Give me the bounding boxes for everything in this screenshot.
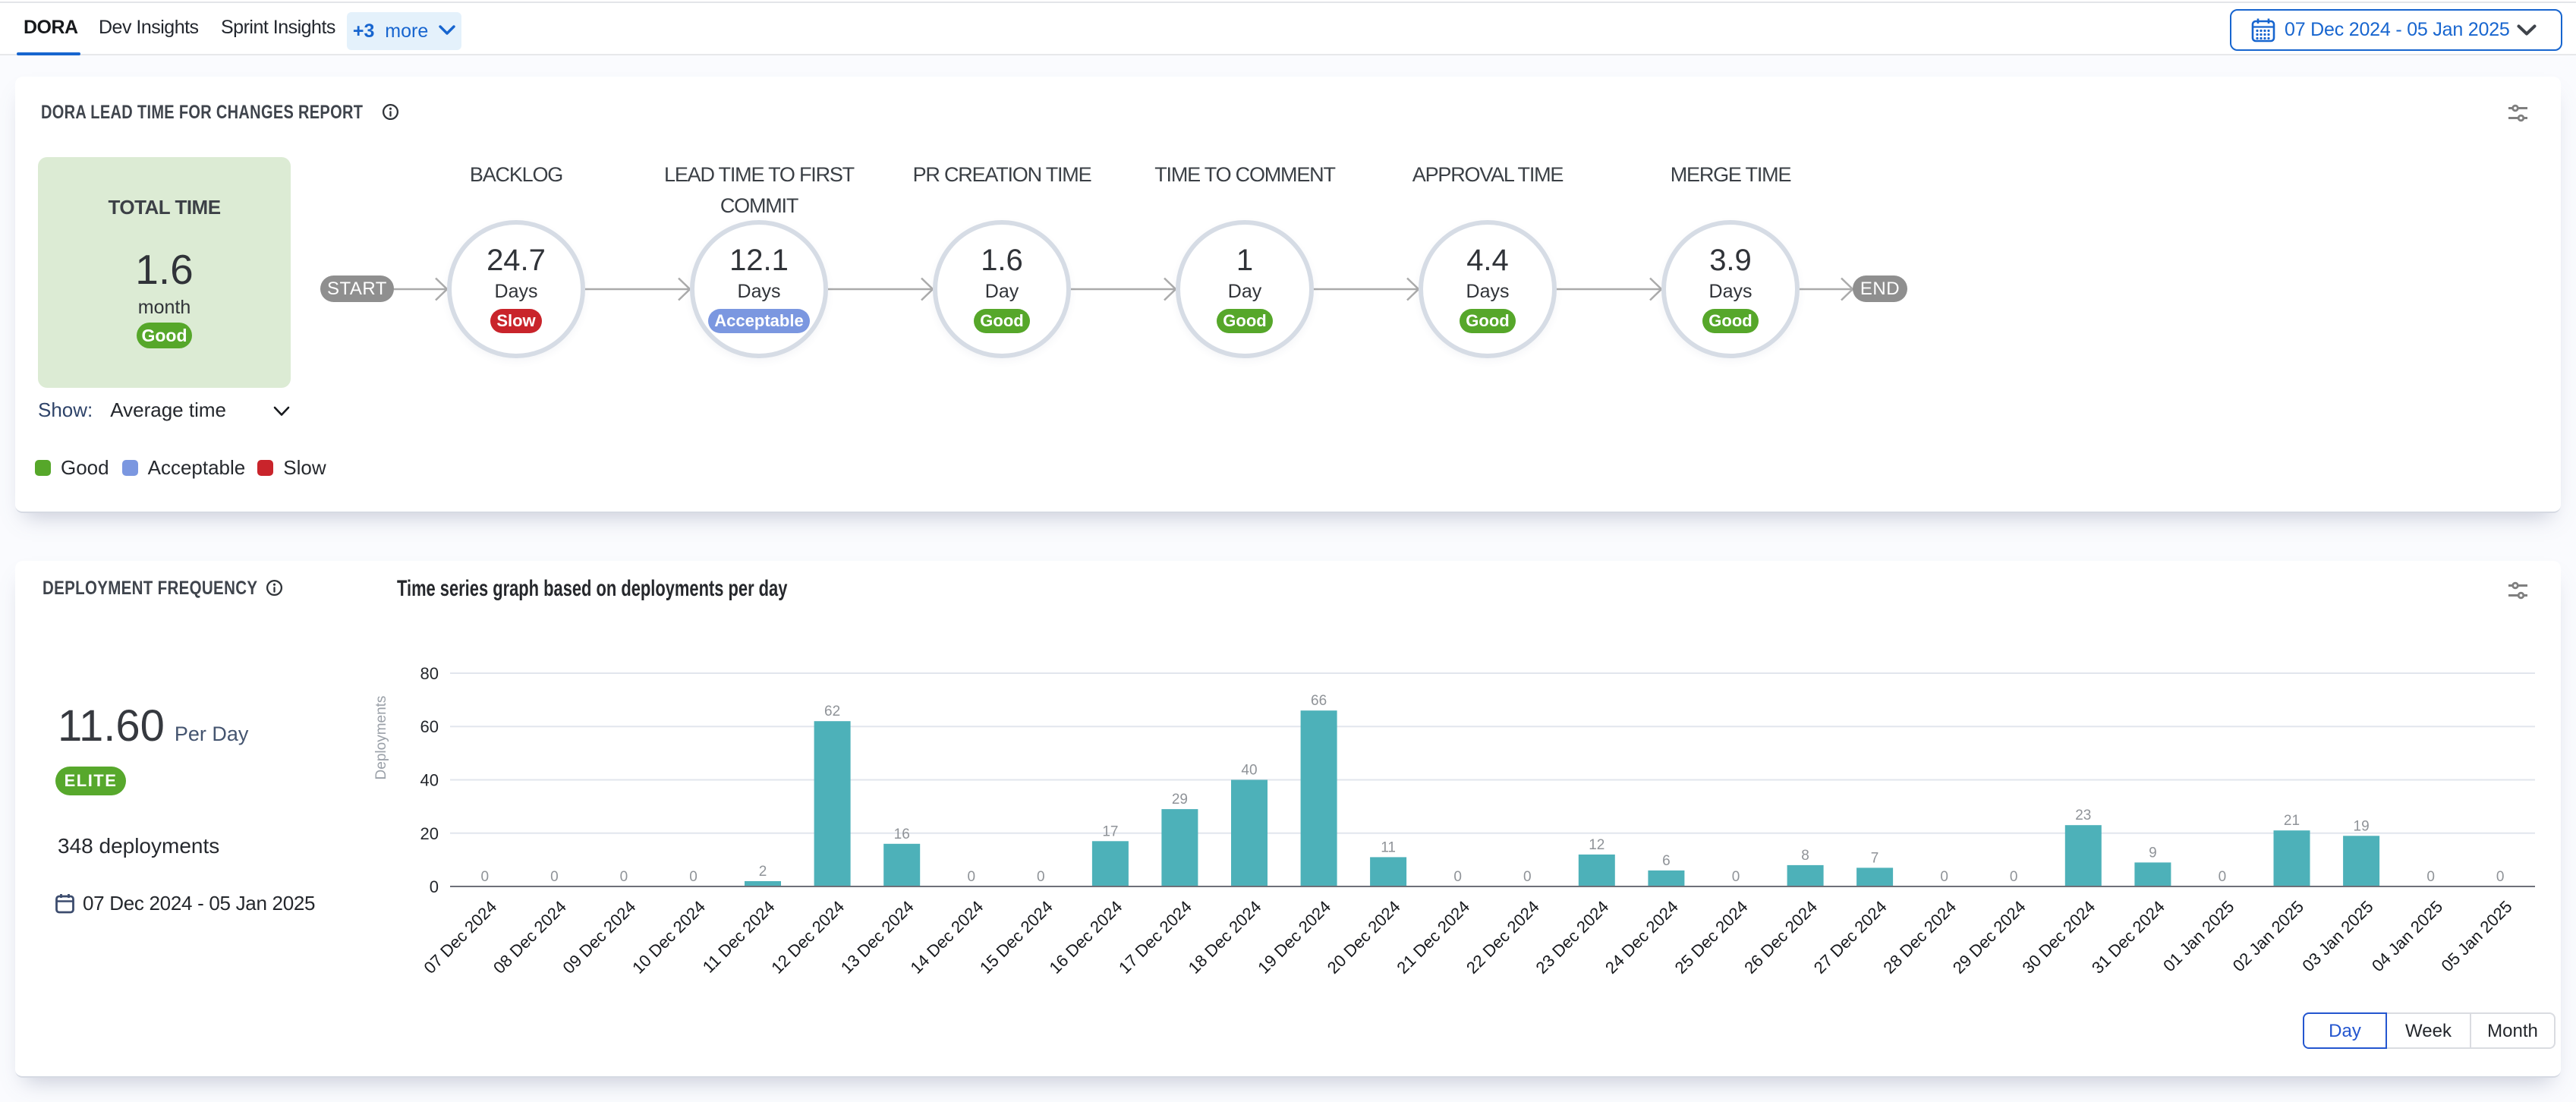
svg-text:10 Dec 2024: 10 Dec 2024 [628, 897, 709, 978]
svg-text:29: 29 [1172, 792, 1188, 808]
svg-text:13 Dec 2024: 13 Dec 2024 [837, 897, 918, 978]
svg-text:28 Dec 2024: 28 Dec 2024 [1879, 897, 1960, 978]
svg-text:03 Jan 2025: 03 Jan 2025 [2298, 897, 2376, 975]
svg-text:66: 66 [1311, 693, 1327, 709]
svg-text:0: 0 [430, 877, 439, 896]
svg-text:0: 0 [968, 869, 976, 885]
svg-text:0: 0 [689, 869, 698, 885]
svg-text:04 Jan 2025: 04 Jan 2025 [2368, 897, 2446, 975]
svg-text:14 Dec 2024: 14 Dec 2024 [906, 897, 987, 978]
svg-text:0: 0 [1453, 869, 1462, 885]
svg-text:19: 19 [2354, 818, 2370, 834]
svg-text:12: 12 [1589, 837, 1604, 853]
svg-text:7: 7 [1871, 850, 1879, 866]
svg-text:15 Dec 2024: 15 Dec 2024 [976, 897, 1057, 978]
svg-text:23: 23 [2075, 808, 2091, 823]
svg-text:40: 40 [1241, 763, 1257, 779]
svg-text:20 Dec 2024: 20 Dec 2024 [1324, 897, 1404, 978]
svg-text:16: 16 [894, 826, 910, 842]
svg-text:0: 0 [620, 869, 628, 885]
svg-text:24 Dec 2024: 24 Dec 2024 [1601, 897, 1682, 978]
svg-text:9: 9 [2149, 845, 2157, 861]
svg-text:08 Dec 2024: 08 Dec 2024 [490, 897, 570, 978]
svg-text:16 Dec 2024: 16 Dec 2024 [1046, 897, 1126, 978]
svg-text:40: 40 [420, 771, 439, 790]
svg-text:0: 0 [2219, 869, 2227, 885]
svg-text:0: 0 [481, 869, 490, 885]
svg-text:25 Dec 2024: 25 Dec 2024 [1671, 897, 1752, 978]
svg-text:12 Dec 2024: 12 Dec 2024 [767, 897, 848, 978]
svg-text:0: 0 [2496, 869, 2505, 885]
svg-text:01 Jan 2025: 01 Jan 2025 [2159, 897, 2237, 975]
svg-text:8: 8 [1801, 848, 1809, 864]
svg-text:0: 0 [1940, 869, 1948, 885]
svg-text:80: 80 [420, 664, 439, 683]
svg-text:0: 0 [550, 869, 559, 885]
svg-text:60: 60 [420, 717, 439, 736]
svg-text:17 Dec 2024: 17 Dec 2024 [1115, 897, 1195, 978]
svg-text:27 Dec 2024: 27 Dec 2024 [1810, 897, 1891, 978]
svg-text:20: 20 [420, 824, 439, 843]
svg-text:22 Dec 2024: 22 Dec 2024 [1463, 897, 1543, 978]
svg-text:02 Jan 2025: 02 Jan 2025 [2229, 897, 2307, 975]
svg-text:Deployments: Deployments [373, 696, 389, 780]
svg-text:18 Dec 2024: 18 Dec 2024 [1185, 897, 1265, 978]
svg-text:23 Dec 2024: 23 Dec 2024 [1532, 897, 1612, 978]
svg-text:29 Dec 2024: 29 Dec 2024 [1949, 897, 2030, 978]
svg-text:11 Dec 2024: 11 Dec 2024 [699, 897, 779, 977]
svg-text:62: 62 [824, 704, 840, 719]
svg-text:07 Dec 2024: 07 Dec 2024 [420, 897, 500, 978]
svg-text:09 Dec 2024: 09 Dec 2024 [559, 897, 640, 978]
svg-text:21 Dec 2024: 21 Dec 2024 [1393, 897, 1473, 978]
svg-text:11: 11 [1381, 839, 1396, 855]
svg-text:2: 2 [759, 864, 767, 880]
svg-text:21: 21 [2284, 813, 2300, 829]
svg-text:0: 0 [2010, 869, 2018, 885]
svg-text:31 Dec 2024: 31 Dec 2024 [2088, 897, 2168, 978]
svg-text:05 Jan 2025: 05 Jan 2025 [2437, 897, 2515, 975]
svg-text:0: 0 [1037, 869, 1045, 885]
svg-text:30 Dec 2024: 30 Dec 2024 [2018, 897, 2099, 978]
svg-text:17: 17 [1102, 823, 1118, 839]
svg-text:6: 6 [1662, 853, 1671, 869]
svg-text:0: 0 [1523, 869, 1532, 885]
svg-text:19 Dec 2024: 19 Dec 2024 [1254, 897, 1334, 978]
svg-text:0: 0 [2426, 869, 2435, 885]
svg-text:26 Dec 2024: 26 Dec 2024 [1740, 897, 1821, 978]
svg-text:0: 0 [1732, 869, 1740, 885]
